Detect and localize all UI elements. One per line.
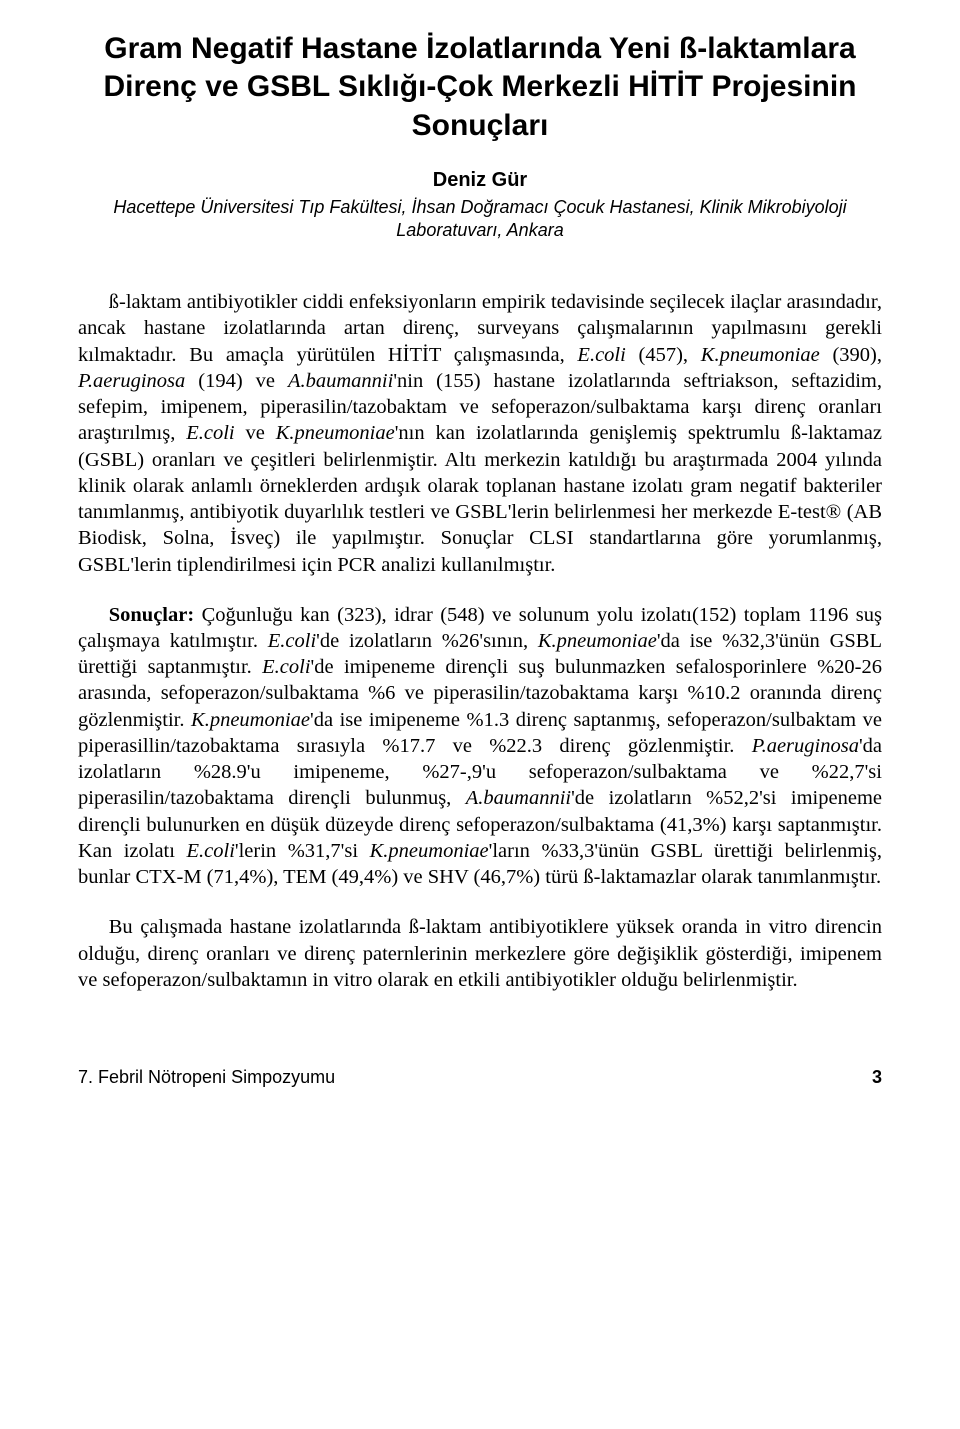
article-title: Gram Negatif Hastane İzolatlarında Yeni … [78, 30, 882, 145]
footer-event-name: 7. Febril Nötropeni Simpozyumu [78, 1067, 335, 1088]
text-segment: E.coli [577, 344, 625, 366]
page-container: Gram Negatif Hastane İzolatlarında Yeni … [0, 0, 960, 1112]
text-segment: K.pneumoniae [538, 630, 657, 652]
text-segment: 'de izolatların %26'sının, [316, 630, 538, 652]
page-footer: 7. Febril Nötropeni Simpozyumu 3 [78, 1067, 882, 1088]
text-segment: Sonuçlar: [109, 604, 202, 626]
footer-page-number: 3 [872, 1067, 882, 1088]
text-segment: (194) ve [185, 370, 288, 392]
text-segment: K.pneumoniae [370, 840, 489, 862]
text-segment: P.aeruginosa [78, 370, 185, 392]
text-segment: E.coli [187, 840, 235, 862]
text-segment: 'nın kan izolatlarında genişlemiş spektr… [78, 422, 882, 575]
text-segment: A.baumannii [466, 787, 571, 809]
body-paragraph: Sonuçlar: Çoğunluğu kan (323), idrar (54… [78, 602, 882, 891]
text-segment: E.coli [186, 422, 234, 444]
text-segment: K.pneumoniae [276, 422, 395, 444]
body-paragraph: Bu çalışmada hastane izolatlarında ß-lak… [78, 914, 882, 993]
text-segment: A.baumannii [288, 370, 393, 392]
text-segment: K.pneumoniae [701, 344, 820, 366]
text-segment: P.aeruginosa [752, 735, 859, 757]
author-affiliation: Hacettepe Üniversitesi Tıp Fakültesi, İh… [78, 196, 882, 241]
author-name: Deniz Gür [78, 169, 882, 192]
body-paragraph: ß-laktam antibiyotikler ciddi enfeksiyon… [78, 289, 882, 578]
article-body: ß-laktam antibiyotikler ciddi enfeksiyon… [78, 289, 882, 993]
text-segment: (390), [820, 344, 882, 366]
text-segment: 'lerin %31,7'si [235, 840, 370, 862]
text-segment: ve [235, 422, 276, 444]
text-segment: (457), [626, 344, 701, 366]
text-segment: K.pneumoniae [191, 709, 310, 731]
text-segment: E.coli [268, 630, 316, 652]
text-segment: Bu çalışmada hastane izolatlarında ß-lak… [78, 916, 882, 990]
text-segment: E.coli [262, 656, 310, 678]
